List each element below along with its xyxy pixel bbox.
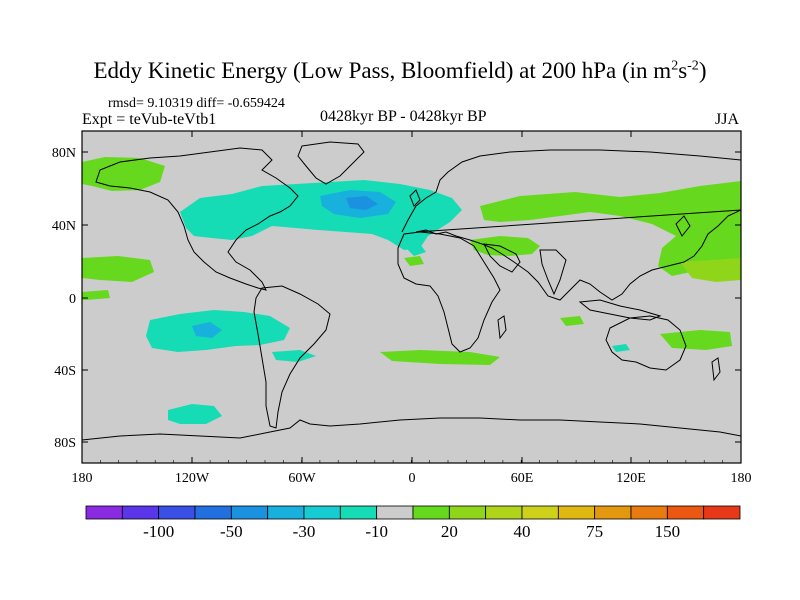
- colorbar-swatch: [666, 505, 705, 520]
- lon-tick-label: 60E: [511, 471, 534, 486]
- colorbar-swatch: [703, 505, 741, 520]
- positive-region-nwpacific: [680, 258, 741, 282]
- colorbar-label: -10: [365, 522, 388, 541]
- lon-tick-label: 180: [731, 471, 752, 486]
- colorbar-label: 75: [586, 522, 603, 541]
- coastline-africa: [397, 231, 501, 353]
- colorbar-label: -50: [220, 522, 243, 541]
- colorbar-swatch: [194, 505, 232, 520]
- colorbar-label: 40: [514, 522, 531, 541]
- positive-region-swpacific: [660, 330, 732, 350]
- negative-region-spacific-core: [192, 322, 222, 338]
- lon-tick-label: 180: [72, 471, 93, 486]
- colorbar-swatch: [121, 505, 160, 520]
- coastline-greenland: [297, 141, 365, 185]
- colorbar-label: -30: [293, 522, 316, 541]
- colorbar-swatch: [630, 505, 668, 520]
- lon-tick-label: 60W: [288, 471, 316, 486]
- season-label: JJA: [715, 111, 740, 128]
- colorbar-label: 150: [655, 522, 681, 541]
- positive-region-epacific: [82, 256, 154, 282]
- colorbar-swatch: [412, 505, 450, 520]
- colorbar-swatch: [158, 505, 196, 520]
- positive-region-cpacific-small: [82, 290, 110, 300]
- coastline-india: [539, 249, 567, 296]
- colorbar-label: 20: [441, 522, 458, 541]
- colorbar-swatch: [230, 505, 269, 520]
- anomaly-fields: [82, 157, 741, 424]
- lat-tick-label: 40N: [52, 219, 76, 234]
- stats-text: rmsd= 9.10319 diff= -0.659424: [108, 96, 285, 111]
- coastline-north-america: [95, 147, 299, 291]
- positive-region-arabia: [404, 256, 424, 266]
- lon-tick-label: 120E: [616, 471, 646, 486]
- colorbar-swatch: [267, 505, 305, 520]
- negative-region-natlantic-center: [346, 196, 378, 210]
- coastline-new-zealand: [711, 357, 721, 382]
- coastline-arabia: [483, 243, 521, 273]
- coastline-antarctica: [82, 417, 741, 441]
- lat-tick-label: 40S: [54, 364, 76, 379]
- lon-tick-label: 120W: [175, 471, 210, 486]
- coastline-uk: [409, 189, 421, 207]
- lon-tick-label: 0: [409, 471, 416, 486]
- chart-title: Eddy Kinetic Energy (Low Pass, Bloomfiel…: [93, 58, 707, 83]
- positive-region-sindian: [380, 350, 500, 365]
- colorbar-swatch: [521, 505, 559, 520]
- axis-ticks: 80N 40N 0 40S 80S 180 120W 60W 0 60E 120E 180: [52, 131, 752, 486]
- period-label: 0428kyr BP - 0428kyr BP: [320, 108, 487, 125]
- coastline-eurasia: [401, 149, 741, 301]
- coastline-south-america: [253, 285, 331, 429]
- colorbar-swatch: [303, 505, 341, 520]
- coastline-indonesia: [578, 299, 662, 321]
- positive-region-asia-pacific: [480, 181, 741, 276]
- colorbar-swatch: [485, 505, 523, 520]
- positive-region-seasia: [560, 316, 584, 326]
- positive-region-npacific: [82, 157, 165, 191]
- coastline-japan: [675, 215, 691, 237]
- colorbar-swatch: [376, 505, 414, 520]
- lat-tick-label: 0: [69, 292, 76, 307]
- coastline-madagascar: [497, 315, 507, 340]
- negative-region-tasman: [612, 344, 630, 352]
- colorbar-swatch: [448, 505, 487, 520]
- colorbar-label: -100: [143, 522, 174, 541]
- negative-region-natl-subtrop: [406, 244, 426, 256]
- coastlines: [82, 141, 741, 441]
- colorbar: -100 -50 -30 -10 20 40 75 150: [85, 505, 741, 541]
- coastline-australia: [605, 315, 687, 371]
- negative-region-natlantic: [180, 180, 462, 250]
- colorbar-swatch: [557, 505, 596, 520]
- colorbar-swatch: [339, 505, 378, 520]
- lat-tick-label: 80S: [54, 436, 76, 451]
- colorbar-swatch: [85, 505, 123, 520]
- experiment-label: Expt = teVub-teVtb1: [82, 111, 217, 128]
- lat-tick-label: 80N: [52, 146, 76, 161]
- colorbar-swatch: [594, 505, 632, 520]
- negative-region-southern-ocean: [168, 404, 222, 424]
